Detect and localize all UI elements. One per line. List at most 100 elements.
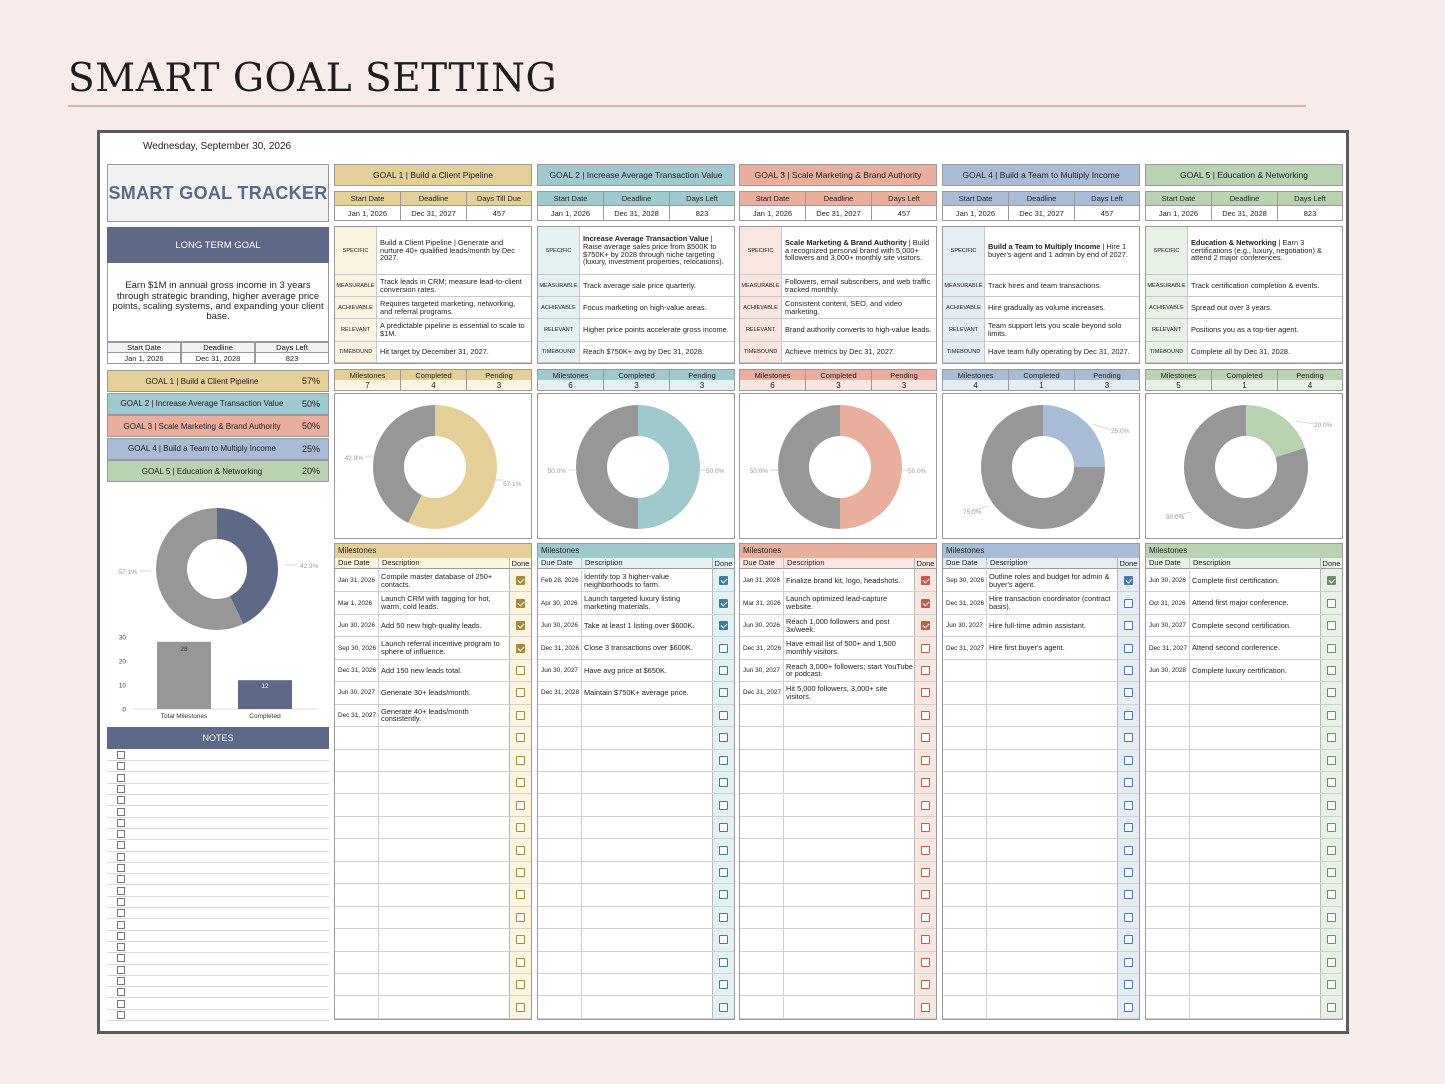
milestone-description[interactable] — [987, 884, 1117, 905]
milestone-date[interactable] — [943, 861, 987, 884]
milestone-date[interactable] — [943, 749, 987, 771]
checkbox-icon[interactable] — [921, 935, 930, 945]
checkbox-icon[interactable] — [516, 800, 525, 810]
checkbox-icon[interactable] — [1327, 710, 1336, 720]
smart-text[interactable]: Focus marketing on high-value areas. — [580, 297, 734, 319]
milestone-date[interactable]: Dec 31, 2027 — [943, 637, 987, 659]
checkbox-icon[interactable] — [719, 823, 728, 833]
checkbox-icon[interactable] — [1327, 621, 1336, 631]
checkbox-icon[interactable] — [719, 710, 728, 720]
note-checkbox[interactable] — [117, 852, 125, 861]
note-line[interactable] — [107, 953, 329, 965]
smart-text[interactable]: Followers, email subscribers, and web tr… — [782, 275, 936, 297]
goal-date-value[interactable]: Dec 31, 2027 — [806, 206, 872, 220]
checked-checkbox-icon[interactable] — [719, 576, 728, 586]
milestone-date[interactable] — [1146, 704, 1190, 727]
milestone-date[interactable] — [740, 749, 784, 771]
milestone-date[interactable] — [1146, 816, 1190, 839]
note-checkbox[interactable] — [117, 751, 125, 759]
note-line[interactable] — [107, 942, 329, 954]
checkbox-icon[interactable] — [516, 823, 525, 833]
milestone-date[interactable]: Jan 31, 2026 — [335, 570, 379, 592]
milestone-description[interactable] — [582, 727, 712, 748]
milestone-date[interactable] — [335, 772, 379, 794]
checkbox-icon[interactable] — [1124, 643, 1133, 653]
milestone-date[interactable]: Jun 30, 2026 — [740, 614, 784, 637]
milestone-description[interactable] — [1190, 772, 1320, 793]
checkbox-icon[interactable] — [1327, 868, 1336, 878]
milestone-description[interactable] — [582, 952, 712, 973]
milestone-description[interactable]: Close 3 transactions over $600K. — [584, 643, 693, 653]
checkbox-icon[interactable] — [516, 733, 525, 743]
milestone-description[interactable] — [987, 705, 1117, 726]
milestone-date[interactable] — [740, 727, 784, 749]
milestone-date[interactable] — [943, 659, 987, 682]
checkbox-icon[interactable] — [516, 778, 525, 788]
checkbox-icon[interactable] — [516, 1002, 525, 1012]
goal-date-value[interactable]: 457 — [1100, 208, 1114, 218]
note-line[interactable] — [107, 840, 329, 852]
milestone-date[interactable] — [335, 951, 379, 974]
smart-text[interactable]: Have team fully operating by Dec 31, 202… — [985, 342, 1139, 363]
smart-text[interactable]: Consistent content, SEO, and video marke… — [782, 297, 936, 319]
milestone-date[interactable] — [1146, 996, 1190, 1018]
checkbox-icon[interactable] — [516, 845, 525, 855]
note-checkbox[interactable] — [117, 818, 125, 827]
note-checkbox[interactable] — [117, 864, 125, 872]
milestone-date[interactable]: Jun 30, 2026 — [335, 614, 379, 637]
milestone-description[interactable] — [1190, 817, 1320, 838]
milestone-description[interactable] — [784, 727, 914, 748]
milestone-description[interactable]: Generate 30+ leads/month. — [381, 688, 471, 698]
milestone-description[interactable] — [582, 795, 712, 816]
goal-date-value[interactable]: Dec 31, 2028 — [604, 206, 670, 220]
milestone-date[interactable] — [943, 704, 987, 727]
checkbox-icon[interactable] — [1124, 980, 1133, 990]
milestone-description[interactable] — [784, 817, 914, 838]
milestone-description[interactable] — [582, 750, 712, 771]
milestone-description[interactable] — [379, 974, 509, 995]
checkbox-icon[interactable] — [1124, 733, 1133, 743]
checkbox-icon[interactable] — [516, 688, 525, 698]
milestone-date[interactable]: Feb 28, 2026 — [538, 570, 582, 592]
note-checkbox[interactable] — [117, 943, 125, 952]
milestone-date[interactable] — [335, 884, 379, 906]
note-checkbox[interactable] — [117, 762, 125, 771]
checkbox-icon[interactable] — [516, 912, 525, 922]
milestone-description[interactable]: Reach 3,000+ followers; start YouTube or… — [786, 661, 913, 679]
milestone-description[interactable] — [784, 929, 914, 950]
checkbox-icon[interactable] — [921, 957, 930, 967]
checkbox-icon[interactable] — [719, 890, 728, 900]
goal-date-value[interactable]: Dec 31, 2028 — [1212, 206, 1278, 220]
milestone-date[interactable]: Mar 1, 2026 — [335, 592, 379, 614]
checkbox-icon[interactable] — [1124, 912, 1133, 922]
note-line[interactable] — [107, 852, 329, 863]
smart-text[interactable]: Reach $750K+ avg by Dec 31, 2028. — [580, 342, 734, 363]
milestone-date[interactable]: Jun 30, 2028 — [1146, 659, 1190, 682]
smart-text[interactable]: Brand authority converts to high-value l… — [782, 319, 936, 342]
checkbox-icon[interactable] — [1327, 598, 1336, 608]
milestone-description[interactable] — [987, 772, 1117, 793]
note-line[interactable] — [107, 931, 329, 942]
milestone-date[interactable] — [1146, 929, 1190, 951]
milestone-description[interactable]: Complete luxury certification. — [1192, 665, 1287, 675]
note-checkbox[interactable] — [117, 909, 125, 918]
checkbox-icon[interactable] — [719, 1002, 728, 1012]
note-checkbox[interactable] — [117, 920, 125, 929]
checkbox-icon[interactable] — [921, 643, 930, 653]
smart-text[interactable]: Requires targeted marketing, networking,… — [377, 297, 531, 319]
goal-date-value[interactable]: 457 — [492, 208, 506, 218]
goal-date-value[interactable]: Dec 31, 2027 — [401, 206, 467, 220]
milestone-date[interactable] — [740, 906, 784, 929]
checkbox-icon[interactable] — [719, 800, 728, 810]
milestone-date[interactable] — [740, 861, 784, 884]
milestone-description[interactable] — [784, 862, 914, 883]
checkbox-icon[interactable] — [1124, 688, 1133, 698]
checkbox-icon[interactable] — [921, 845, 930, 855]
checkbox-icon[interactable] — [1124, 710, 1133, 720]
checkbox-icon[interactable] — [1327, 890, 1336, 900]
note-line[interactable] — [107, 908, 329, 920]
checkbox-icon[interactable] — [516, 665, 525, 675]
note-line[interactable] — [107, 818, 329, 829]
milestone-date[interactable] — [538, 884, 582, 906]
note-checkbox[interactable] — [117, 796, 125, 805]
